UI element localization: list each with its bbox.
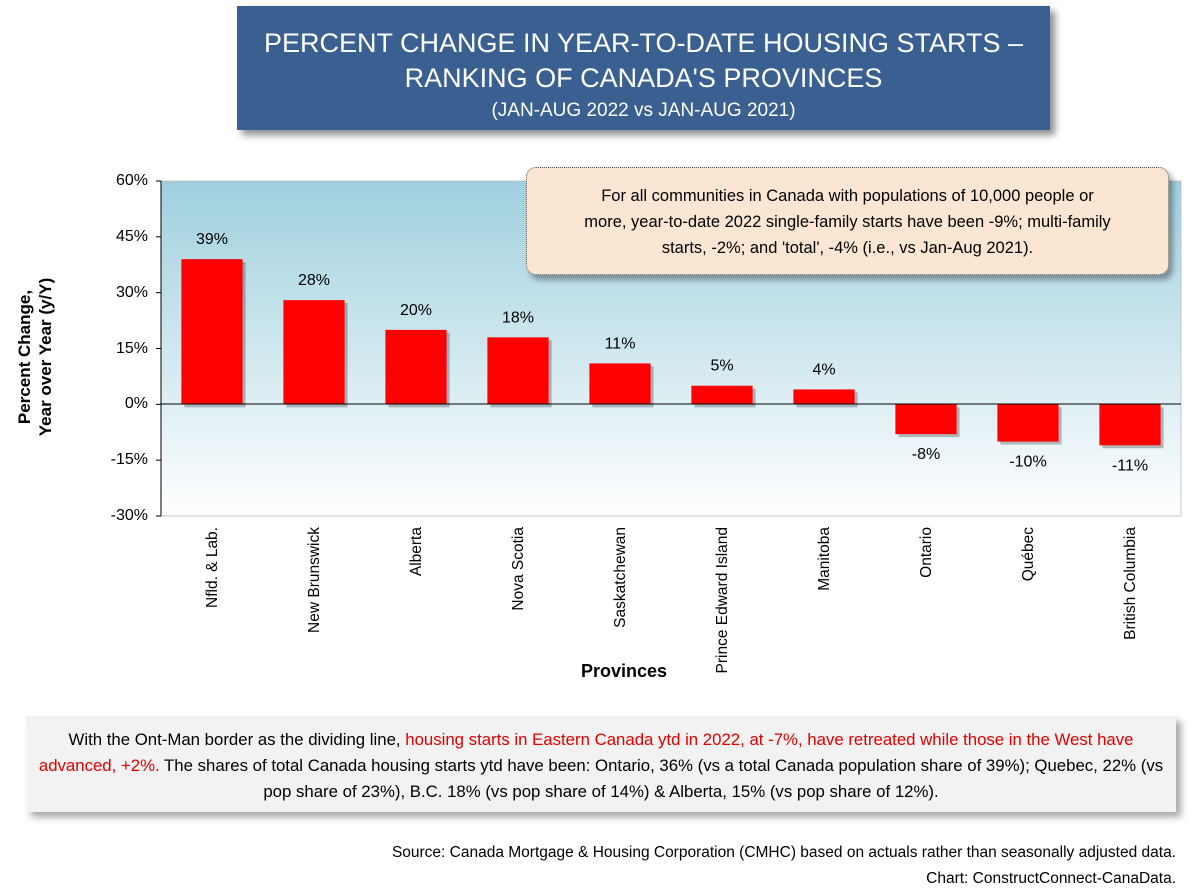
commentary-part1: With the Ont-Man border as the dividing …	[68, 730, 406, 749]
chart-title-line2: RANKING OF CANADA'S PROVINCES	[404, 63, 883, 93]
bar-value-label: 39%	[196, 231, 228, 248]
bar	[487, 337, 549, 405]
bar	[691, 385, 753, 405]
x-tick-label: Alberta	[408, 527, 425, 576]
bar	[283, 300, 345, 405]
commentary-highlight: housing starts in Eastern Canada ytd in …	[38, 730, 1134, 775]
bar-value-label: 20%	[400, 302, 432, 319]
bar	[589, 363, 651, 405]
bar-value-label: -8%	[912, 446, 940, 463]
source-line2: Chart: ConstructConnect-CanaData.	[926, 870, 1176, 887]
y-tick-label: 45%	[115, 228, 148, 245]
annotation-line1: For all communities in Canada with popul…	[601, 187, 1094, 205]
commentary-box: With the Ont-Man border as the dividing …	[26, 716, 1176, 812]
x-tick-label: Nova Scotia	[510, 527, 527, 611]
annotation-line2: more, year-to-date 2022 single-family st…	[584, 213, 1111, 231]
y-tick-label: -30%	[110, 507, 148, 524]
y-tick-label: 60%	[115, 172, 148, 189]
chart-subtitle: (JAN-AUG 2022 vs JAN-AUG 2021)	[491, 100, 796, 121]
bar	[997, 404, 1059, 442]
bar-value-label: 18%	[502, 309, 534, 326]
y-tick-label: 15%	[115, 340, 148, 357]
x-tick-label: Ontario	[918, 527, 935, 578]
y-tick-label: -15%	[110, 451, 148, 468]
bar	[895, 404, 957, 435]
bar-value-label: 4%	[812, 361, 835, 378]
bar	[385, 329, 447, 405]
x-tick-label: New Brunswick	[306, 527, 323, 633]
bar-value-label: -11%	[1112, 457, 1148, 474]
annotation-box: For all communities in Canada with popul…	[526, 167, 1169, 275]
annotation-line3: starts, -2%; and 'total', -4% (i.e., vs …	[661, 239, 1034, 257]
bar-value-label: 5%	[710, 358, 733, 375]
bar	[1099, 404, 1161, 446]
chart-title-box: PERCENT CHANGE IN YEAR-TO-DATE HOUSING S…	[237, 6, 1050, 130]
bar-value-label: 28%	[298, 272, 330, 289]
x-tick-label: Saskatchewan	[612, 527, 629, 628]
bar	[793, 389, 855, 405]
chart-title-line1: PERCENT CHANGE IN YEAR-TO-DATE HOUSING S…	[263, 28, 1024, 58]
source-line1: Source: Canada Mortgage & Housing Corpor…	[391, 844, 1176, 861]
commentary-part3: The shares of total Canada housing start…	[159, 756, 1164, 801]
x-tick-label: Québec	[1020, 527, 1037, 582]
x-axis-label: Provinces	[580, 661, 668, 681]
x-tick-label: Manitoba	[816, 527, 833, 591]
x-tick-label: British Columbia	[1122, 527, 1139, 640]
bar-value-label: -10%	[1009, 454, 1046, 471]
x-tick-label: Nfld. & Lab.	[204, 527, 221, 608]
y-tick-label: 0%	[124, 395, 148, 412]
source-note: Source: Canada Mortgage & Housing Corpor…	[392, 840, 1176, 892]
bar-chart: 39% 28% 20% 18% 11% 5% 4% -8% -10% -11% Nfld. & L…	[156, 180, 1182, 673]
bar	[181, 259, 243, 405]
bar-value-label: 11%	[605, 335, 636, 352]
x-tick-label: Prince Edward Island	[714, 527, 731, 673]
y-tick-label: 30%	[115, 284, 148, 301]
